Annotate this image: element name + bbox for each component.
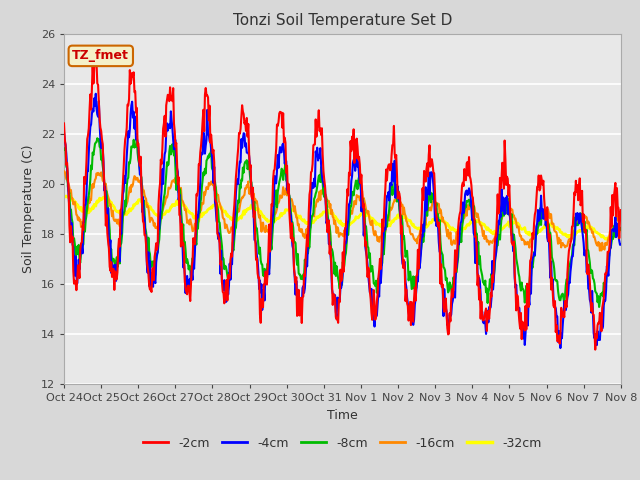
Y-axis label: Soil Temperature (C): Soil Temperature (C) xyxy=(22,144,35,273)
Text: TZ_fmet: TZ_fmet xyxy=(72,49,129,62)
X-axis label: Time: Time xyxy=(327,408,358,421)
Title: Tonzi Soil Temperature Set D: Tonzi Soil Temperature Set D xyxy=(233,13,452,28)
Legend: -2cm, -4cm, -8cm, -16cm, -32cm: -2cm, -4cm, -8cm, -16cm, -32cm xyxy=(138,432,547,455)
